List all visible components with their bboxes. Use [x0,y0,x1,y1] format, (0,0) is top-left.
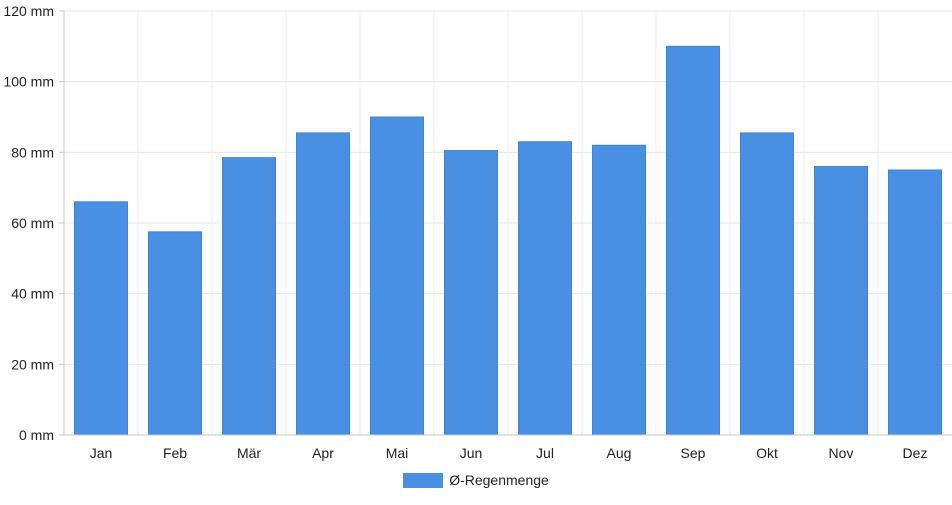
y-tick-label: 100 mm [3,74,54,90]
bar-feb[interactable] [148,231,202,436]
legend-label: Ø-Regenmenge [449,472,549,488]
bar-dez[interactable] [888,169,942,436]
bar-jan[interactable] [74,201,128,436]
bar-okt[interactable] [740,132,794,436]
x-tick-label: Mär [237,445,261,461]
y-tick-label: 80 mm [11,144,54,160]
x-tick-label: Mai [386,445,409,461]
x-tick-label: Jun [460,445,483,461]
x-tick-label: Okt [756,445,778,461]
bar-mär[interactable] [222,157,276,436]
legend-swatch [403,472,444,488]
bar-aug[interactable] [592,144,646,436]
x-tick-label: Apr [312,445,334,461]
legend[interactable]: Ø-Regenmenge [0,472,952,488]
x-tick-label: Dez [903,445,928,461]
bar-nov[interactable] [814,165,868,436]
x-tick-labels: Jan Feb Mär Apr Mai Jun Jul Aug Sep Okt Nov Dez [90,445,928,461]
bar-jun[interactable] [444,150,498,436]
y-tick-label: 120 mm [3,3,54,19]
bar-mai[interactable] [370,116,424,436]
y-tick-label: 40 mm [11,286,54,302]
x-tick-label: Aug [607,445,632,461]
y-tick-label: 20 mm [11,356,54,372]
grid-layer [64,10,952,435]
x-tick-label: Sep [681,445,706,461]
bar-apr[interactable] [296,132,350,436]
bars-layer [74,45,942,436]
y-tick-label: 60 mm [11,215,54,231]
y-tick-label: 0 mm [19,427,54,443]
x-tick-label: Nov [829,445,854,461]
y-tick-labels: 0 mm 20 mm 40 mm 60 mm 80 mm 100 mm 120 mm [3,3,64,443]
bar-jul[interactable] [518,141,572,436]
x-tick-label: Jul [536,445,554,461]
bar-sep[interactable] [666,45,720,436]
x-tick-label: Feb [163,445,187,461]
x-tick-label: Jan [90,445,113,461]
